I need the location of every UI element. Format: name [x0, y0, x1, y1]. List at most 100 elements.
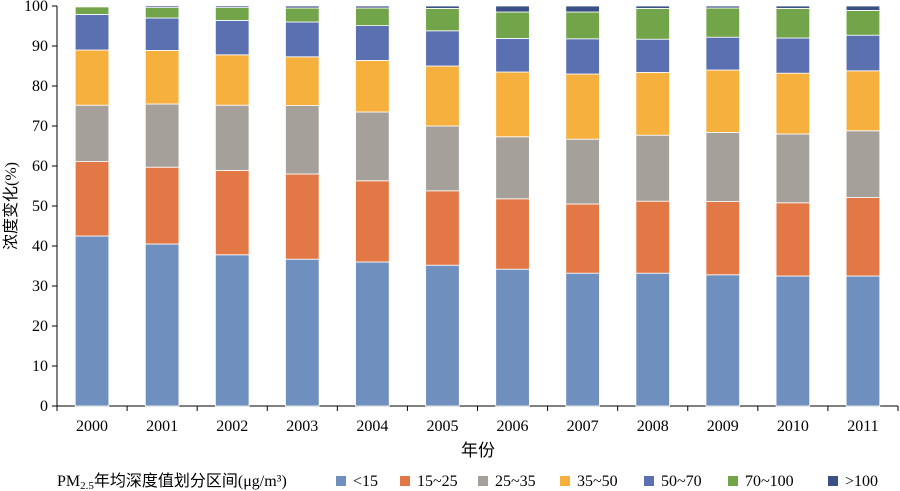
bar-segment-5	[775, 7, 811, 39]
bar-segment-6	[635, 5, 670, 9]
bar-segment-3	[635, 72, 670, 136]
bar-segment-0	[214, 254, 250, 407]
bar-segment-2	[214, 104, 250, 171]
legend-swatch	[478, 476, 488, 486]
bar-segment-4	[425, 30, 460, 67]
bar-segment-1	[495, 198, 530, 270]
y-tick-label: 100	[24, 0, 48, 15]
x-tick-label: 2009	[707, 418, 739, 435]
legend-label: 15~25	[417, 473, 458, 490]
legend-title: PM2.5年均深度值划分区间(μg/m³)	[57, 472, 287, 491]
bar-segment-3	[74, 49, 110, 106]
bar-segment-5	[845, 9, 881, 36]
x-axis: 2000 2001 2002 2003 2004 2005 2006 2007 2008 2009…	[56, 405, 899, 435]
bar-segment-1	[214, 169, 250, 256]
y-tick-label: 0	[40, 398, 48, 415]
bar-segment-0	[495, 268, 530, 407]
bar-segment-1	[355, 180, 390, 263]
bar-segment-3	[495, 71, 530, 138]
bar-segment-5	[425, 7, 460, 32]
bar-segment-0	[565, 272, 600, 407]
bar-segment-6	[425, 5, 460, 9]
x-tick-label: 2011	[847, 418, 878, 435]
bar-segment-2	[285, 105, 320, 175]
x-axis-label: 年份	[461, 441, 495, 460]
y-axis-label: 浓度变化(%)	[2, 162, 20, 250]
bar-segment-4	[565, 38, 600, 75]
bar-segment-0	[635, 272, 670, 407]
legend-title-subscript: 2.5	[80, 480, 94, 491]
legend-swatch	[400, 476, 410, 486]
bar-segment-0	[355, 261, 390, 407]
bar-segment-4	[705, 36, 741, 71]
legend-title-suffix: 年均深度值划分区间(μg/m³)	[94, 472, 287, 490]
bar-segment-4	[214, 19, 250, 56]
legend-label: 35~50	[577, 473, 618, 490]
bar-segment-3	[775, 72, 811, 135]
bar-segment-6	[845, 5, 881, 11]
x-tick-label: 2010	[777, 418, 809, 435]
bar-segment-2	[355, 111, 390, 182]
bar-segment-6	[355, 5, 390, 9]
bar-segment-3	[845, 70, 881, 132]
bar-segment-1	[705, 201, 741, 276]
legend-title-prefix: PM	[57, 473, 80, 490]
legend-label: 25~35	[495, 473, 536, 490]
bar-segment-0	[144, 243, 180, 407]
bar-segment-6	[495, 5, 530, 13]
bar-segment-1	[285, 173, 320, 260]
bar-segment-4	[495, 38, 530, 73]
y-tick-label: 80	[32, 78, 48, 95]
legend-label: <15	[353, 473, 378, 490]
bar-segment-4	[144, 17, 180, 51]
legend-swatch	[728, 476, 738, 486]
bar-segment-1	[635, 200, 670, 274]
bar-segment-1	[565, 203, 600, 274]
bar-segment-5	[285, 7, 320, 23]
bar-segment-5	[355, 7, 390, 27]
legend-label: 70~100	[745, 473, 794, 490]
bar-segment-6	[74, 5, 110, 8]
legend-label: >100	[845, 473, 878, 490]
x-tick-label: 2006	[497, 418, 529, 435]
x-tick-label: 2005	[426, 418, 458, 435]
bar-segment-6	[214, 5, 250, 9]
legend: PM2.5年均深度值划分区间(μg/m³) <15 15~25 25~35 35~50…	[57, 472, 878, 491]
bar-segment-0	[845, 275, 881, 407]
x-tick-label: 2004	[356, 418, 388, 435]
bar-segment-2	[705, 131, 741, 202]
bar-segment-6	[144, 5, 180, 9]
bar-segment-6	[565, 5, 600, 13]
bar-segment-5	[144, 7, 180, 19]
x-tick-label: 2001	[146, 418, 178, 435]
bar-segment-2	[144, 103, 180, 168]
y-tick-label: 40	[32, 238, 48, 255]
legend-swatch	[828, 476, 838, 486]
bar-segment-4	[845, 34, 881, 72]
bar-segment-6	[285, 5, 320, 9]
y-tick-label: 60	[32, 158, 48, 175]
bar-segment-1	[845, 197, 881, 277]
legend-swatch	[336, 476, 346, 486]
bar-segment-4	[775, 37, 811, 74]
bar-segment-5	[74, 6, 110, 15]
x-tick-label: 2003	[286, 418, 318, 435]
bar-segment-1	[775, 202, 811, 277]
bar-segment-2	[845, 130, 881, 199]
bar-segment-0	[705, 274, 741, 407]
y-tick-label: 90	[32, 38, 48, 55]
bar-segment-3	[214, 54, 250, 106]
x-tick-label: 2008	[637, 418, 669, 435]
x-tick-label: 2007	[567, 418, 599, 435]
y-tick-label: 20	[32, 318, 48, 335]
legend-swatch	[644, 476, 654, 486]
bar-segment-3	[285, 56, 320, 106]
y-axis: 0 10 20 30 40 50 60 70 80 90 100	[24, 0, 58, 415]
bar-segment-0	[775, 275, 811, 407]
bar-segment-5	[495, 11, 530, 39]
bar-segment-2	[635, 134, 670, 202]
bar-segment-1	[144, 166, 180, 245]
bar-segment-5	[565, 11, 600, 40]
legend-items: <15 15~25 25~35 35~50 50~70 70~100 >100	[336, 473, 878, 490]
y-tick-label: 10	[32, 358, 48, 375]
